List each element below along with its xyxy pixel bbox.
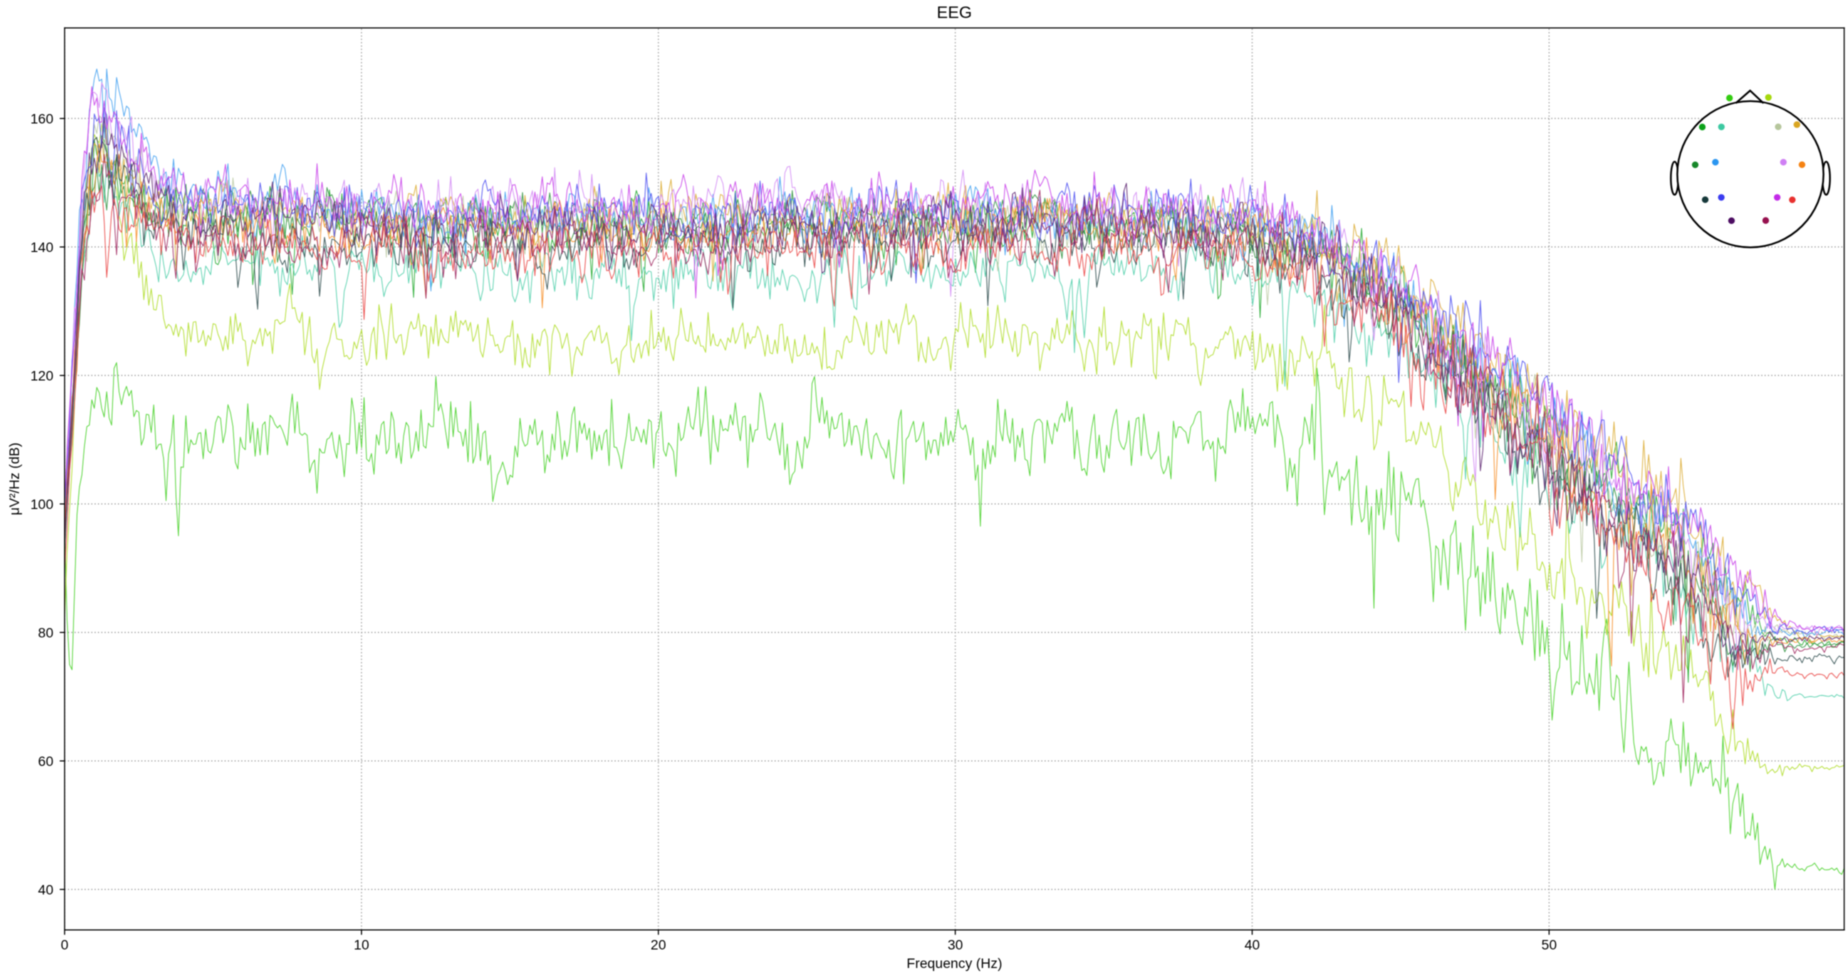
svg-text:10: 10 [354, 937, 370, 953]
svg-text:Frequency (Hz): Frequency (Hz) [907, 955, 1003, 971]
svg-text:μV²/Hz (dB): μV²/Hz (dB) [6, 443, 22, 516]
svg-text:120: 120 [30, 367, 53, 383]
svg-text:140: 140 [30, 239, 53, 255]
svg-text:30: 30 [948, 937, 964, 953]
svg-text:60: 60 [38, 753, 54, 769]
svg-text:20: 20 [651, 937, 667, 953]
svg-text:100: 100 [30, 496, 53, 512]
svg-text:50: 50 [1541, 937, 1557, 953]
svg-text:160: 160 [30, 111, 53, 127]
svg-text:40: 40 [38, 881, 54, 897]
svg-text:40: 40 [1244, 937, 1260, 953]
svg-text:80: 80 [38, 624, 54, 640]
svg-text:0: 0 [61, 937, 69, 953]
svg-text:EEG: EEG [937, 3, 972, 22]
